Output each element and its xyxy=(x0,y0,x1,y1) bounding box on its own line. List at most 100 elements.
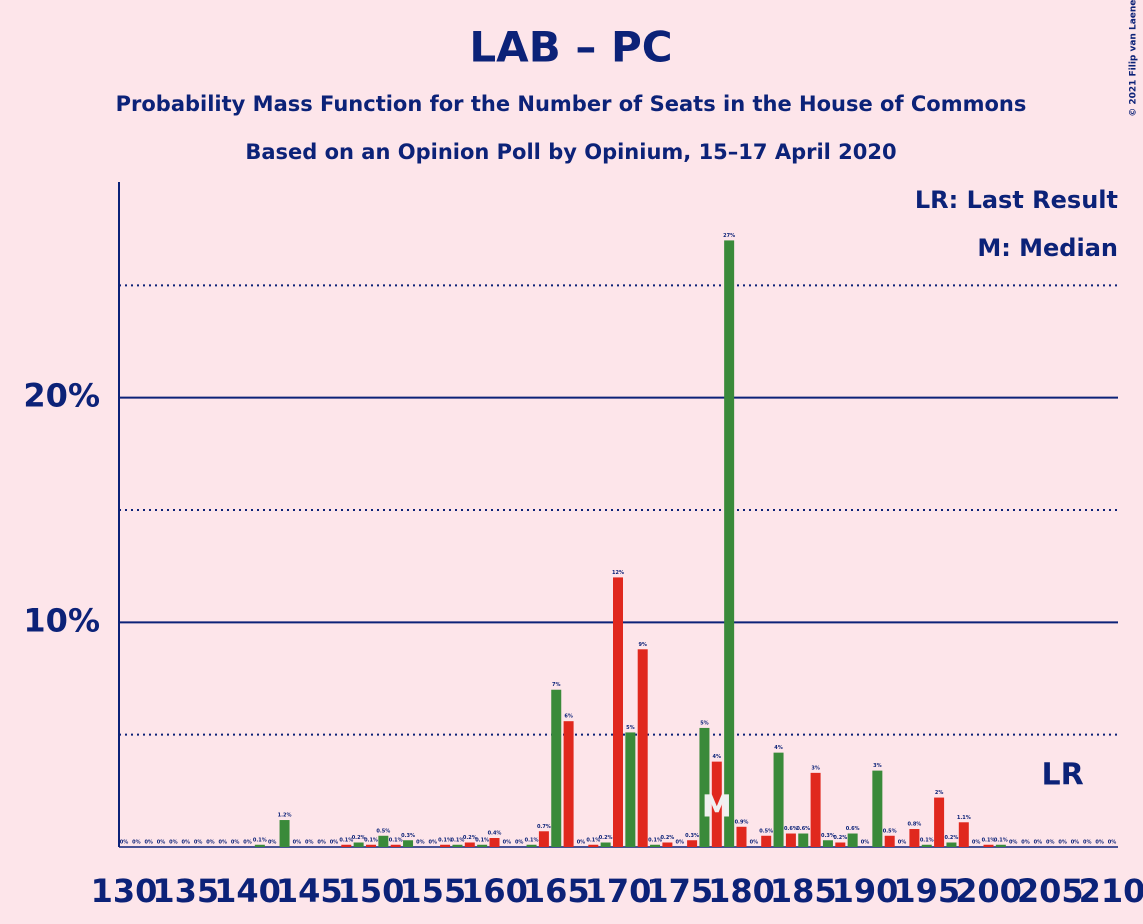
value-label: 0.5% xyxy=(883,828,897,834)
value-label: 0.3% xyxy=(685,833,699,839)
bar xyxy=(810,772,821,847)
bar xyxy=(822,840,833,847)
bar xyxy=(563,721,574,847)
copyright: © 2021 Filip van Laenen xyxy=(1129,0,1139,117)
legend-entry: LR: Last Result xyxy=(915,186,1118,214)
bar xyxy=(995,844,1006,847)
bar xyxy=(477,844,488,847)
value-label: 0.2% xyxy=(463,835,477,841)
value-label: 5% xyxy=(700,720,709,726)
x-tick-label: 165 xyxy=(523,872,590,910)
value-label: 3% xyxy=(811,765,820,771)
value-label: 0% xyxy=(503,840,512,846)
value-label: 0.1% xyxy=(364,837,378,843)
bar xyxy=(538,831,549,847)
x-tick-label: 205 xyxy=(1017,872,1084,910)
bar xyxy=(378,835,389,847)
subtitle: Based on an Opinion Poll by Opinium, 15–… xyxy=(245,140,896,164)
value-label: 0.1% xyxy=(389,837,403,843)
value-label: 0% xyxy=(1009,840,1018,846)
value-label: 3% xyxy=(873,763,882,769)
x-tick-label: 210 xyxy=(1079,872,1143,910)
value-label: 0.1% xyxy=(438,837,452,843)
value-label: 0.2% xyxy=(833,835,847,841)
value-label: 0% xyxy=(157,840,166,846)
bar xyxy=(884,835,895,847)
y-tick-label: 20% xyxy=(23,377,100,415)
bar xyxy=(625,732,636,847)
value-label: 0% xyxy=(243,840,252,846)
bar xyxy=(650,844,661,847)
bar xyxy=(464,842,475,847)
bar xyxy=(662,842,673,847)
value-label: 0.5% xyxy=(759,828,773,834)
value-label: 0.1% xyxy=(982,837,996,843)
bar xyxy=(909,829,920,847)
bar xyxy=(353,842,364,847)
value-label: 0.9% xyxy=(735,819,749,825)
value-label: 0.6% xyxy=(846,826,860,832)
bar xyxy=(551,689,562,847)
value-label: 0% xyxy=(268,840,277,846)
value-label: 0% xyxy=(861,840,870,846)
bar xyxy=(724,240,735,847)
bar xyxy=(921,844,932,847)
bar xyxy=(872,770,883,847)
value-label: 0.5% xyxy=(376,828,390,834)
bar xyxy=(946,842,957,847)
value-label: 0.1% xyxy=(920,837,934,843)
bar xyxy=(983,844,994,847)
value-label: 0% xyxy=(219,840,228,846)
value-label: 0.3% xyxy=(401,833,415,839)
bar xyxy=(637,649,648,847)
bar xyxy=(600,842,611,847)
bar xyxy=(526,844,537,847)
x-tick-label: 140 xyxy=(214,872,281,910)
value-label: 0% xyxy=(1095,840,1104,846)
value-label: 0.6% xyxy=(784,826,798,832)
value-label: 0.1% xyxy=(994,837,1008,843)
bar xyxy=(847,833,858,847)
bar xyxy=(452,844,463,847)
value-label: 0% xyxy=(1058,840,1067,846)
value-label: 0% xyxy=(317,840,326,846)
bar xyxy=(279,820,290,847)
bar xyxy=(958,822,969,847)
value-label: 0% xyxy=(194,840,203,846)
value-label: 0% xyxy=(1046,840,1055,846)
value-label: 1.1% xyxy=(957,815,971,821)
value-label: 0% xyxy=(676,840,685,846)
bar xyxy=(798,833,809,847)
bar xyxy=(254,844,265,847)
x-tick-label: 175 xyxy=(646,872,713,910)
median-marker: M xyxy=(702,790,732,825)
value-label: 27% xyxy=(723,233,735,239)
value-label: 0.4% xyxy=(488,831,502,837)
value-label: 0.1% xyxy=(648,837,662,843)
bar xyxy=(341,844,352,847)
value-label: 0% xyxy=(1108,840,1117,846)
value-label: 0% xyxy=(429,840,438,846)
bar xyxy=(934,797,945,847)
bar xyxy=(613,577,623,847)
bar xyxy=(699,727,710,847)
value-label: 0% xyxy=(305,840,314,846)
value-label: 5% xyxy=(626,725,635,731)
x-tick-label: 145 xyxy=(276,872,343,910)
value-label: 0.3% xyxy=(821,833,835,839)
value-label: 0% xyxy=(182,840,191,846)
value-label: 0.1% xyxy=(339,837,353,843)
value-label: 0% xyxy=(972,840,981,846)
value-label: 0.1% xyxy=(586,837,600,843)
value-label: 0% xyxy=(330,840,339,846)
value-label: 0.2% xyxy=(352,835,366,841)
value-label: 1.2% xyxy=(278,813,292,819)
value-label: 9% xyxy=(638,642,647,648)
x-tick-label: 190 xyxy=(832,872,899,910)
value-label: 0% xyxy=(132,840,141,846)
value-label: 0.2% xyxy=(599,835,613,841)
value-label: 0.1% xyxy=(525,837,539,843)
bar xyxy=(403,840,414,847)
value-label: 0% xyxy=(1071,840,1080,846)
